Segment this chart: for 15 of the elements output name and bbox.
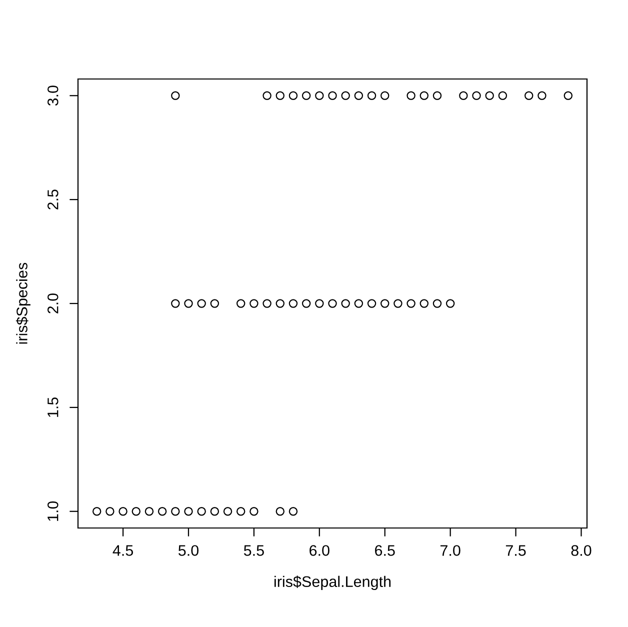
x-tick-label: 7.5 (506, 545, 526, 556)
x-tick-label: 4.5 (112, 545, 134, 556)
y-tick-label: 2.0 (47, 293, 58, 314)
x-tick-label: 5.0 (178, 545, 199, 556)
x-tick-label: 7.0 (440, 545, 460, 556)
x-tick-label: 5.5 (244, 545, 264, 556)
y-axis-title: iris$Species (16, 262, 30, 344)
x-axis-title: iris$Sepal.Length (274, 576, 391, 590)
y-tick-label: 2.5 (47, 190, 58, 210)
y-tick-label: 1.5 (48, 397, 58, 417)
x-tick-label: 6.5 (375, 545, 395, 556)
x-tick-label: 8.0 (571, 545, 592, 556)
x-tick-label: 6.0 (310, 545, 330, 556)
y-tick-label: 1.0 (47, 501, 58, 521)
y-tick-label: 3.0 (47, 86, 58, 106)
